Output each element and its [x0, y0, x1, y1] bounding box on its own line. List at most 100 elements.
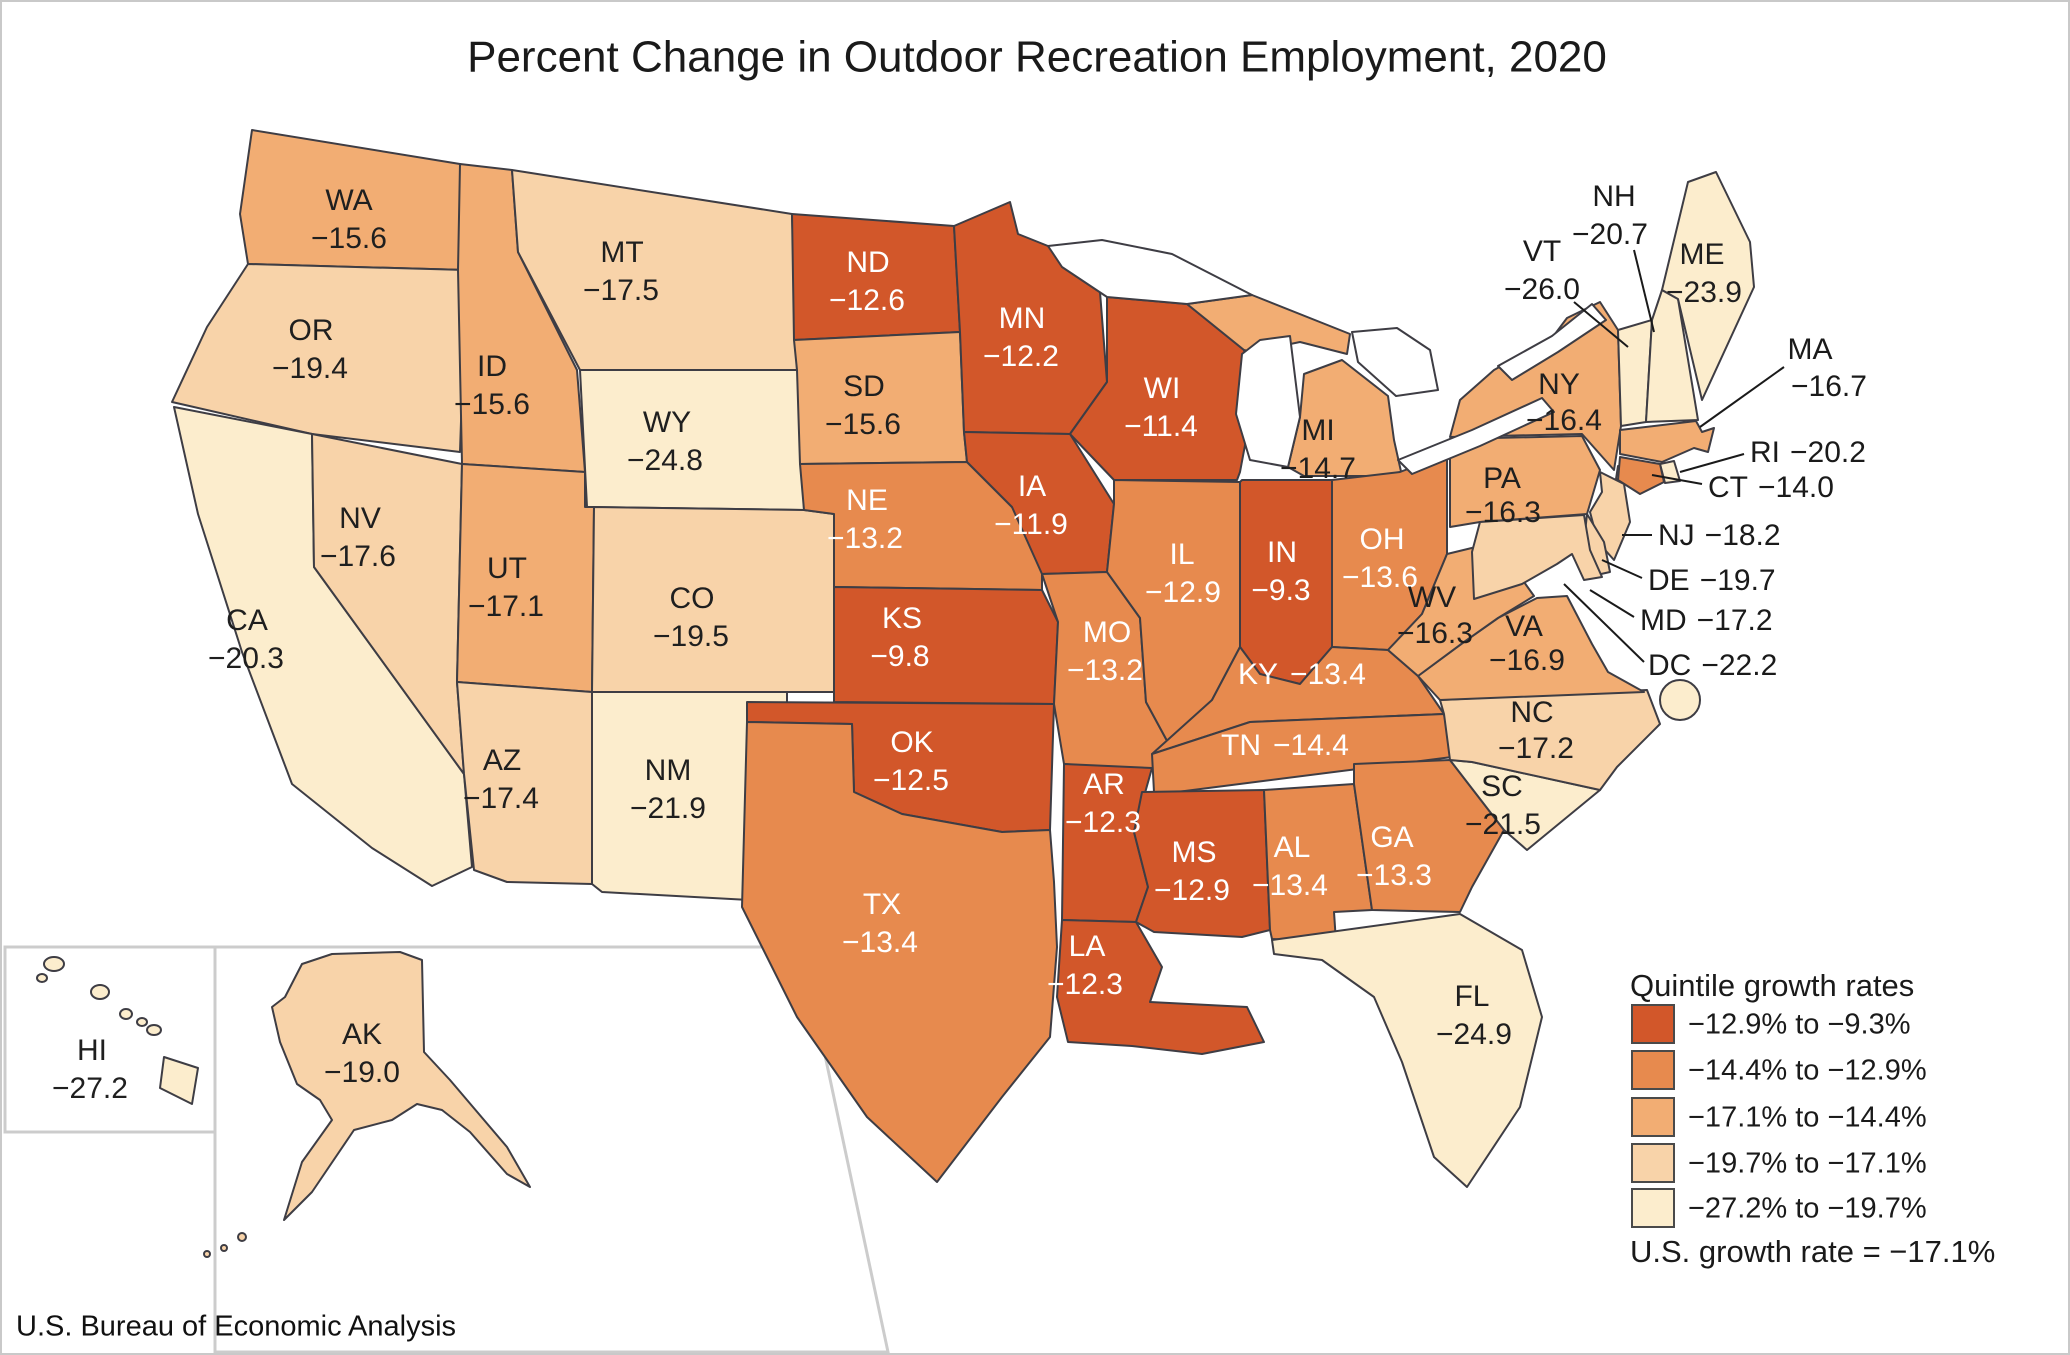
state-label-or: OR −19.4 [272, 314, 348, 385]
state-label-wy: WY −24.8 [627, 406, 703, 477]
state-label-ny: NY −16.4 [1526, 368, 1602, 437]
legend-swatch-quintile-1 [1631, 1004, 1675, 1044]
state-nh [1645, 289, 1699, 423]
state-label-la: LA −12.3 [1047, 930, 1123, 1001]
leader-dc [1563, 583, 1645, 663]
state-label-in: IN −9.3 [1251, 536, 1310, 607]
legend-swatch-quintile-5 [1631, 1188, 1675, 1228]
leader-ma [1699, 366, 1785, 428]
state-label-nv: NV −17.6 [320, 502, 396, 573]
state-label-ut: UT −17.1 [468, 552, 544, 623]
state-label-wi: WI −11.4 [1124, 372, 1198, 443]
state-label-ar: AR −12.3 [1065, 768, 1141, 839]
legend-swatch-quintile-3 [1631, 1097, 1675, 1137]
state-label-ga: GA −13.3 [1356, 821, 1432, 892]
state-label-ak: AK −19.0 [324, 1018, 400, 1089]
state-nm [591, 691, 788, 903]
state-label-md: MD −17.2 [1640, 604, 1773, 637]
leader-md [1589, 589, 1635, 618]
state-hi-island [119, 1008, 133, 1020]
page-title: Percent Change in Outdoor Recreation Emp… [467, 33, 1607, 82]
state-mi [1287, 359, 1403, 477]
state-label-hi: HI −27.2 [52, 1034, 128, 1105]
states-layer [36, 129, 1755, 1258]
state-hi-big-island [159, 1056, 199, 1105]
state-label-pa: PA −16.3 [1465, 462, 1541, 529]
state-fl [1271, 913, 1543, 1188]
state-label-ct: CT −14.0 [1708, 471, 1834, 504]
state-nc [1439, 689, 1661, 791]
state-label-nc: NC −17.2 [1498, 696, 1574, 765]
alaska-inset-box [213, 945, 890, 1353]
leader-ct [1651, 474, 1703, 485]
state-ga [1353, 759, 1505, 913]
state-label-mi: MI −14.7 [1280, 414, 1356, 485]
source-attribution: U.S. Bureau of Economic Analysis [16, 1311, 456, 1343]
state-label-sd: SD −15.6 [825, 370, 901, 441]
state-label-ca: CA −20.3 [208, 604, 284, 675]
legend-title: Quintile growth rates [1630, 968, 1914, 1003]
state-label-nh: NH −20.7 [1572, 180, 1648, 251]
great-lakes [1047, 239, 1607, 475]
state-ks [833, 586, 1059, 705]
state-label-de: DE −19.7 [1648, 564, 1776, 597]
state-hi-island [43, 956, 65, 972]
lake-superior [1047, 239, 1253, 305]
state-tx [741, 721, 1058, 1183]
state-label-ms: MS −12.9 [1154, 836, 1230, 907]
state-hi-island [136, 1017, 148, 1027]
state-label-oh: OH −13.6 [1342, 523, 1418, 594]
legend-label-quintile-3: −17.1% to −14.4% [1688, 1102, 1927, 1134]
state-label-mt: MT −17.5 [583, 236, 659, 307]
state-md [1471, 514, 1603, 600]
state-ma [1619, 420, 1715, 463]
lake-huron [1351, 327, 1439, 397]
state-label-nm: NM −21.9 [630, 754, 706, 825]
state-hi-island [90, 984, 110, 1000]
legend-swatch-quintile-2 [1631, 1050, 1675, 1090]
state-dc-circle [1659, 679, 1701, 721]
state-label-ne: NE −13.2 [827, 484, 903, 555]
legend-label-quintile-1: −12.9% to −9.3% [1688, 1009, 1911, 1041]
leader-de [1601, 559, 1643, 579]
state-label-ia: IA −11.9 [994, 470, 1068, 541]
state-label-il: IL −12.9 [1145, 538, 1221, 609]
state-ak [271, 951, 531, 1221]
state-ct [1617, 456, 1665, 495]
legend-label-quintile-2: −14.4% to −12.9% [1688, 1055, 1927, 1087]
state-label-mn: MN −12.2 [983, 302, 1059, 373]
state-label-ks: KS −9.8 [870, 602, 929, 673]
state-label-wa: WA −15.6 [311, 184, 387, 255]
state-label-mo: MO −13.2 [1067, 616, 1143, 687]
callout-leader-lines [1563, 249, 1785, 663]
leader-nh [1633, 249, 1655, 333]
state-hi-island [146, 1024, 162, 1036]
state-label-ma: MA −16.7 [1788, 333, 1867, 403]
state-label-wv: WV −16.3 [1397, 581, 1473, 650]
state-label-ky: KY −13.4 [1238, 658, 1366, 691]
legend-footnote: U.S. growth rate = −17.1% [1630, 1234, 1995, 1269]
state-label-al: AL −13.4 [1252, 831, 1328, 902]
state-label-ok: OK −12.5 [873, 726, 949, 797]
legend: Quintile growth rates −12.9% to −9.3% −1… [1630, 968, 1995, 1269]
legend-label-quintile-4: −19.7% to −17.1% [1688, 1148, 1927, 1180]
state-label-tn: TN −14.4 [1221, 729, 1349, 762]
state-label-va: VA −16.9 [1489, 610, 1565, 677]
state-label-fl: FL −24.9 [1436, 980, 1512, 1051]
state-mn [953, 201, 1108, 435]
lake-erie [1397, 397, 1555, 475]
state-label-tx: TX −13.4 [842, 888, 918, 959]
state-ak-aleutian-island [203, 1250, 211, 1258]
state-label-co: CO −19.5 [653, 582, 729, 653]
state-ak-aleutian-island [237, 1232, 247, 1242]
state-label-az: AZ −17.4 [463, 744, 539, 815]
state-label-me: ME −23.9 [1666, 238, 1742, 309]
leader-vt [1573, 301, 1629, 348]
legend-swatch-quintile-4 [1631, 1143, 1675, 1183]
callout-labels: NH −20.7 VT −26.0 MA −16.7 RI −20.2 CT −14.0 … [1504, 180, 1867, 682]
lake-ontario [1497, 303, 1607, 381]
leader-ri [1679, 453, 1745, 473]
state-label-sc: SC −21.5 [1465, 770, 1541, 841]
